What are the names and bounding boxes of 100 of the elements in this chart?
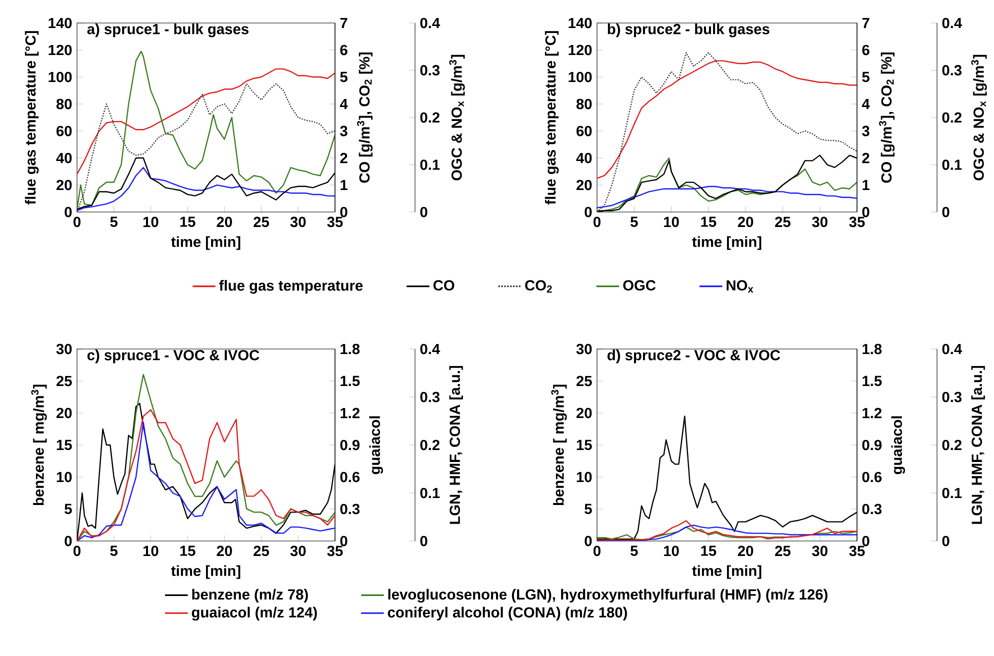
y3-tick-label: 0.3 (420, 65, 440, 76)
y3-tick-label: 0.1 (420, 488, 440, 498)
x-tick-label: 5 (110, 216, 118, 227)
legend-label: coniferyl alcohol (CONA) (m/z 180) (388, 606, 627, 620)
chart-title: a) spruce1 - bulk gases (87, 23, 248, 38)
y-tick-label: 15 (56, 440, 72, 450)
legend-label: flue gas temperature (219, 280, 363, 294)
y2-tick-label: 0.3 (862, 504, 882, 514)
y2-tick-label: 2 (862, 152, 870, 164)
y-tick-label: 40 (56, 152, 72, 164)
y-axis-title: flue gas temperature [°C] (544, 31, 559, 205)
legend-label: levoglucosenone (LGN), hydroxymethylfurfural (HMF) (m/z 126) (388, 588, 828, 603)
x-tick-label: 0 (74, 546, 80, 556)
x-tick-label: 10 (664, 546, 679, 556)
x-tick-label: 35 (849, 546, 865, 556)
y-tick-label: 10 (576, 472, 592, 482)
x-tick-label: 20 (738, 216, 754, 228)
y-tick-label: 15 (576, 440, 592, 450)
legend-label: CO (433, 280, 454, 291)
legend-label: benzene (m/z 78) (192, 588, 308, 603)
y3-tick-label: 0.2 (942, 440, 962, 450)
y-tick-label: 40 (576, 152, 592, 164)
x-tick-label: 20 (216, 216, 232, 228)
y2-tick-label: 0 (862, 206, 870, 218)
x-tick-label: 35 (327, 546, 343, 556)
chart-title: d) spruce2 - VOC & IVOC (608, 350, 780, 364)
y2-tick-label: 0.3 (340, 504, 360, 514)
x-tick-label: 25 (254, 216, 270, 228)
x-tick-label: 15 (180, 546, 196, 556)
y3-tick-label: 0 (942, 536, 950, 546)
y3-tick-label: 0.4 (420, 344, 440, 354)
y-axis-title: benzene [ mg/m$^{3}$] (31, 384, 47, 506)
x-axis-title: time [min] (171, 565, 240, 579)
x-tick-label: 30 (290, 546, 306, 556)
y3-tick-label: 0.1 (942, 160, 962, 170)
x-tick-label: 25 (775, 546, 790, 556)
y3-tick-label: 0.2 (420, 112, 440, 123)
y-tick-label: 60 (56, 126, 72, 136)
y-tick-label: 80 (56, 98, 72, 110)
y-axis-title: benzene [ mg/m$^{3}$] (551, 384, 567, 506)
y2-axis-title: guaiacol (369, 416, 384, 474)
x-tick-label: 20 (216, 546, 232, 556)
y2-tick-label: 6 (340, 44, 348, 56)
y-tick-label: 120 (568, 44, 592, 56)
y-tick-label: 100 (48, 72, 72, 82)
y2-axis-title: CO [g/m$^{3}$], CO$_{2}$ [%] (879, 52, 895, 183)
x-tick-label: 5 (630, 546, 638, 556)
x-tick-label: 20 (738, 546, 754, 556)
y3-tick-label: 0.2 (420, 440, 440, 450)
x-tick-label: 25 (775, 216, 790, 228)
y-tick-label: 0 (64, 536, 72, 546)
x-tick-label: 30 (290, 216, 306, 228)
y2-tick-label: 5 (340, 72, 348, 82)
y2-tick-label: 2 (340, 152, 348, 164)
y3-tick-label: 0 (942, 206, 950, 218)
x-tick-label: 5 (110, 546, 118, 556)
y-tick-label: 20 (56, 408, 72, 418)
y3-tick-label: 0.3 (420, 392, 440, 402)
y2-tick-label: 1 (862, 180, 870, 190)
x-axis-title: time [min] (692, 236, 762, 250)
y-tick-label: 0 (64, 206, 72, 218)
y2-tick-label: 4 (862, 98, 870, 110)
y2-tick-label: 0.6 (862, 472, 882, 482)
x-tick-label: 35 (849, 216, 865, 228)
x-tick-label: 0 (74, 216, 80, 228)
y2-tick-label: 1.5 (340, 376, 360, 386)
y2-tick-label: 1.2 (340, 408, 360, 418)
y2-tick-label: 5 (862, 72, 870, 82)
x-tick-label: 30 (812, 216, 828, 228)
x-tick-label: 10 (664, 216, 679, 228)
y3-axis-title: LGN, HMF, CONA [a.u.] (971, 366, 985, 524)
y3-tick-label: 0.1 (942, 488, 962, 498)
y2-tick-label: 7 (340, 18, 348, 28)
y2-tick-label: 0.6 (340, 472, 360, 482)
y-tick-label: 5 (64, 504, 72, 514)
y2-tick-label: 1.5 (862, 376, 882, 386)
y-tick-label: 140 (48, 18, 72, 28)
legend-label: CO$_{2}$ (525, 280, 552, 293)
y2-tick-label: 1.8 (340, 344, 360, 354)
y-tick-label: 120 (48, 44, 72, 56)
y3-tick-label: 0.3 (942, 392, 962, 402)
y-tick-label: 20 (576, 408, 592, 418)
y2-tick-label: 1.8 (862, 344, 882, 354)
x-tick-label: 15 (701, 216, 716, 227)
y3-tick-label: 0.3 (942, 65, 962, 76)
y2-tick-label: 1.2 (862, 408, 882, 418)
y2-tick-label: 0.9 (862, 440, 882, 450)
y-tick-label: 30 (56, 344, 72, 354)
y3-axis-title: LGN, HMF, CONA [a.u.] (449, 366, 463, 524)
y-tick-label: 80 (576, 98, 592, 110)
y3-tick-label: 0 (420, 206, 428, 218)
chart-title: b) spruce2 - bulk gases (608, 23, 770, 38)
x-tick-label: 30 (812, 546, 828, 556)
y-tick-label: 10 (56, 472, 72, 482)
y2-tick-label: 6 (862, 44, 870, 56)
y-tick-label: 25 (576, 376, 592, 386)
y2-tick-label: 0.9 (340, 440, 360, 450)
y-axis-title: flue gas temperature [°C] (24, 31, 39, 205)
y-tick-label: 60 (576, 126, 592, 136)
x-tick-label: 0 (594, 216, 600, 228)
